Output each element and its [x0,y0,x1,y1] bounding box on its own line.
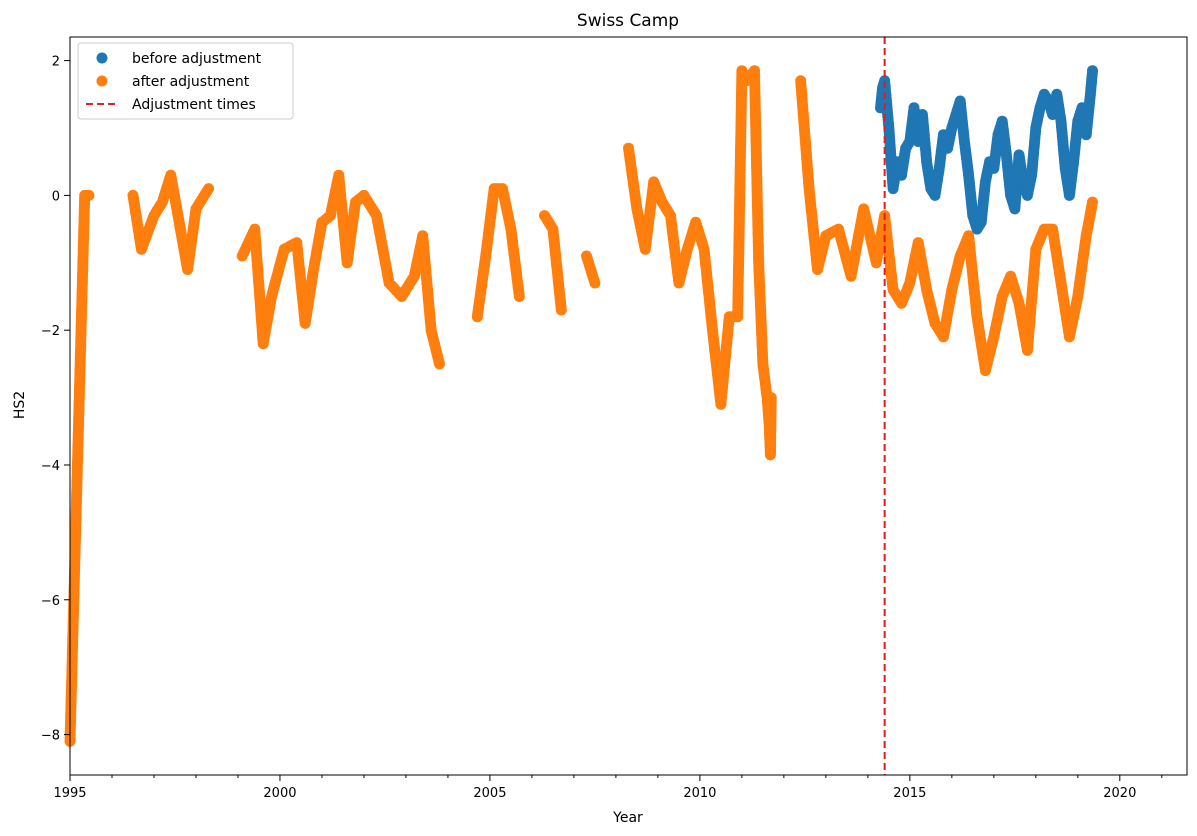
x-tick-label: 1995 [53,786,86,801]
series-0 [875,65,1098,235]
data-point [589,277,601,289]
legend-marker [96,75,108,87]
x-axis: 1995 2000 2005 2010 2015 2020 [53,775,1163,801]
y-tick-label: 0 [52,189,60,204]
data-point [1087,65,1098,77]
y-axis-label: HS2 [12,391,28,419]
y-tick-label: 2 [52,55,60,70]
y-axis: 2 0 −2 −4 −6 −8 [41,55,70,744]
data-point [1087,196,1098,208]
data-point [555,304,567,316]
data-point [203,183,215,195]
data-point [83,189,95,201]
legend-label: Adjustment times [132,97,256,113]
series-1 [64,65,1098,747]
x-tick-label: 2000 [263,786,296,801]
x-tick-label: 2010 [683,786,716,801]
legend: before adjustment after adjustment Adjustm… [77,42,294,120]
data-point [513,291,525,302]
x-axis-label: Year [612,810,643,826]
x-tick-label: 2020 [1103,786,1136,801]
x-tick-label: 2005 [473,786,506,801]
data-point [434,358,445,370]
legend-marker [96,52,108,64]
legend-frame [77,42,294,120]
data-point [765,392,777,404]
y-tick-label: −6 [41,594,60,609]
y-tick-label: −2 [41,324,60,339]
chart-title: Swiss Camp [577,11,679,31]
y-tick-label: −8 [41,729,60,744]
legend-label: after adjustment [132,74,250,90]
x-tick-label: 2015 [893,786,926,801]
y-tick-label: −4 [41,459,60,474]
plot-area [64,37,1098,775]
axes-frame [69,36,1188,776]
legend-label: before adjustment [132,51,262,67]
